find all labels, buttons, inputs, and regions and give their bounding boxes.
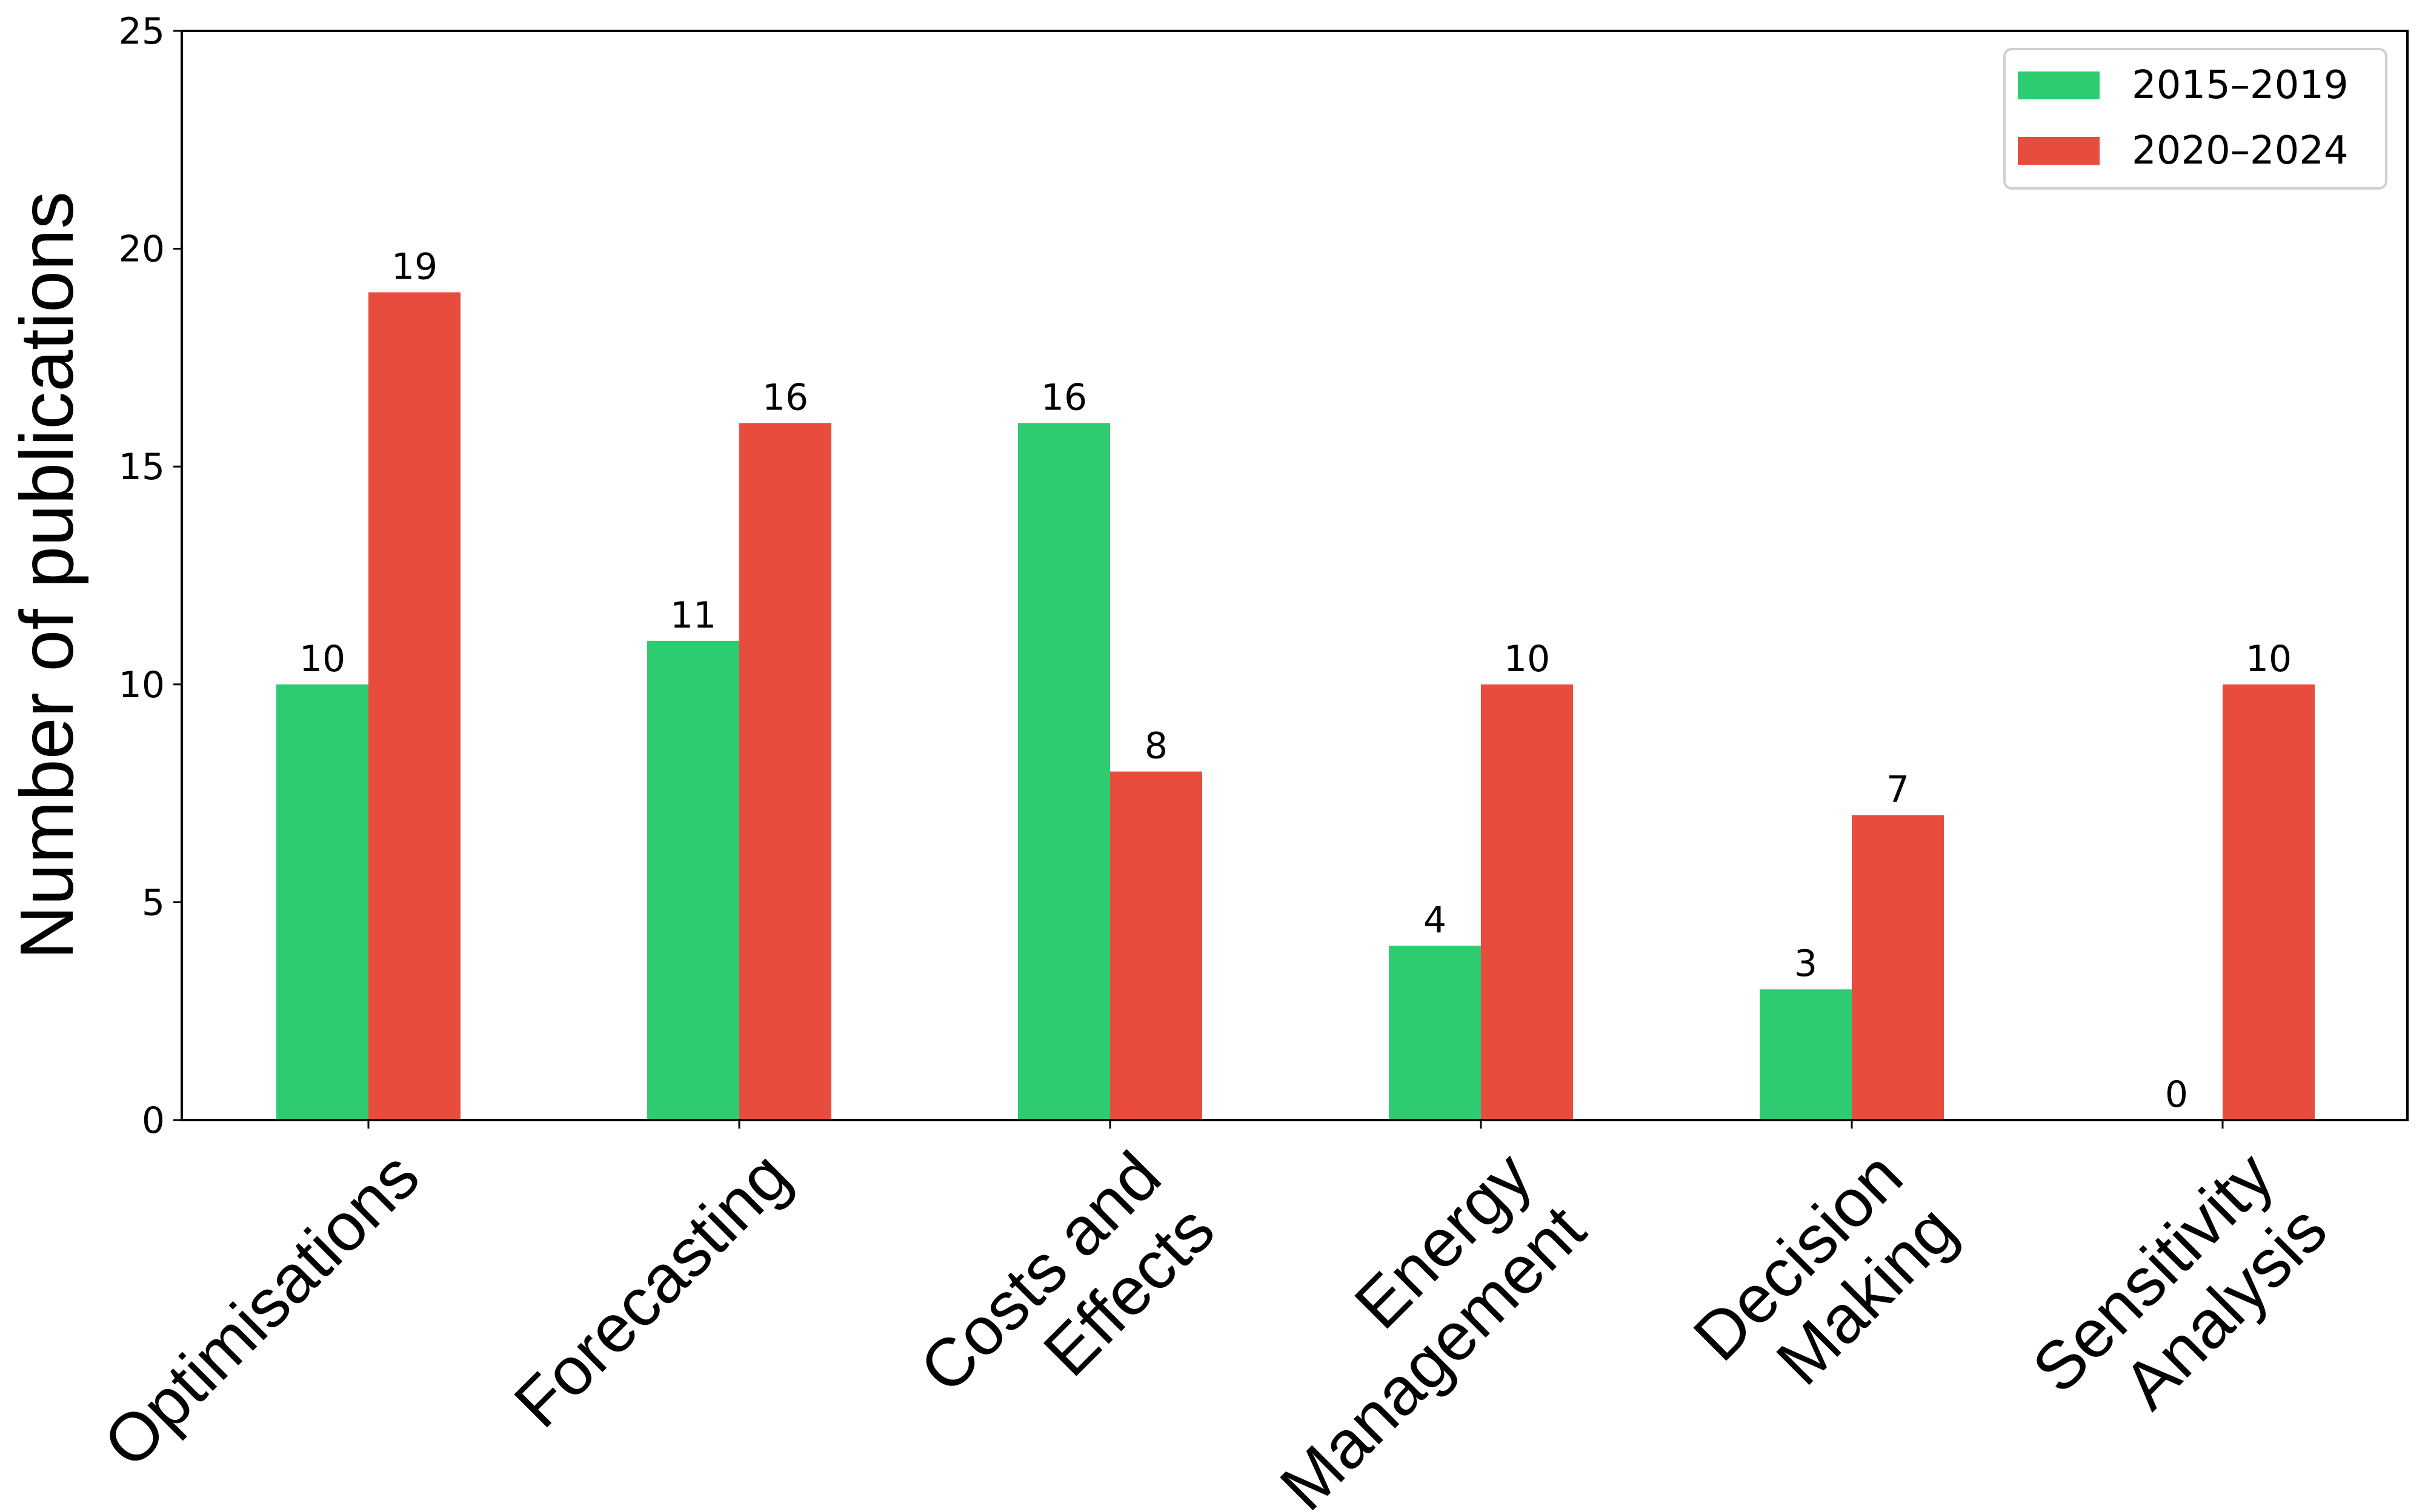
bar [1481, 684, 1573, 1120]
legend: 2015–2019 2020–2024 [2003, 48, 2387, 190]
x-tick-label-group: Optimisations [89, 1138, 433, 1482]
x-tick-label-group: Forecasting [500, 1138, 804, 1442]
data-label: 11 [670, 594, 716, 637]
x-axis: Optimisations Forecasting Costs andEffects… [89, 1120, 2341, 1512]
x-tick-label-line: Optimisations [89, 1138, 433, 1482]
bar [1760, 989, 1852, 1120]
bar [1110, 771, 1202, 1120]
data-label: 8 [1145, 725, 1168, 768]
data-label: 4 [1423, 899, 1446, 941]
x-tick-label: Costs andEffects [905, 1138, 1228, 1461]
legend-box [2003, 48, 2387, 190]
data-label: 3 [1794, 943, 1817, 985]
x-tick-label-group: DecisionMaking [1679, 1138, 1970, 1428]
data-label: 10 [1504, 638, 1550, 680]
x-tick-label: EnergyManagement [1212, 1138, 1599, 1512]
x-tick-label: SensitivityAnalysis [2018, 1138, 2341, 1461]
bar [368, 292, 461, 1120]
bar [1389, 946, 1481, 1120]
bar [1852, 815, 1944, 1120]
legend-swatch [2018, 71, 2100, 99]
x-tick-label-group: Costs andEffects [905, 1138, 1228, 1461]
data-label: 19 [391, 246, 437, 288]
legend-label: 2015–2019 [2132, 63, 2349, 108]
x-tick-label-group: EnergyManagement [1212, 1138, 1600, 1512]
bar [739, 423, 831, 1120]
plot-frame [181, 30, 2409, 1121]
y-tick-label: 20 [119, 228, 165, 271]
data-label: 16 [762, 376, 808, 419]
y-tick-label: 5 [142, 881, 165, 924]
bar [2223, 684, 2315, 1120]
data-label: 7 [1886, 769, 1909, 811]
bar [276, 684, 368, 1120]
x-tick-label: Forecasting [500, 1138, 804, 1442]
bar [647, 640, 739, 1120]
bars-layer [276, 292, 2315, 1120]
legend-label: 2020–2024 [2132, 128, 2349, 173]
y-axis: 0 5 10 15 20 25 [119, 10, 182, 1142]
x-tick-label-line: Forecasting [500, 1138, 804, 1442]
data-label: 10 [299, 638, 345, 680]
y-tick-label: 15 [119, 446, 165, 488]
data-labels-layer: 10 19 11 16 16 8 4 10 3 7 0 10 [299, 246, 2292, 1116]
data-label: 0 [2165, 1073, 2188, 1116]
x-tick-label: Optimisations [89, 1138, 433, 1482]
x-tick-label: DecisionMaking [1679, 1138, 1970, 1428]
y-tick-label: 0 [142, 1099, 165, 1142]
x-tick-label-group: SensitivityAnalysis [2018, 1138, 2341, 1461]
bar [1018, 423, 1110, 1120]
legend-swatch [2018, 137, 2100, 165]
y-tick-label: 25 [119, 10, 165, 53]
data-label: 10 [2246, 638, 2292, 680]
y-axis-label: Number of publications [5, 191, 89, 960]
y-tick-label: 10 [119, 664, 165, 706]
data-label: 16 [1041, 376, 1087, 419]
